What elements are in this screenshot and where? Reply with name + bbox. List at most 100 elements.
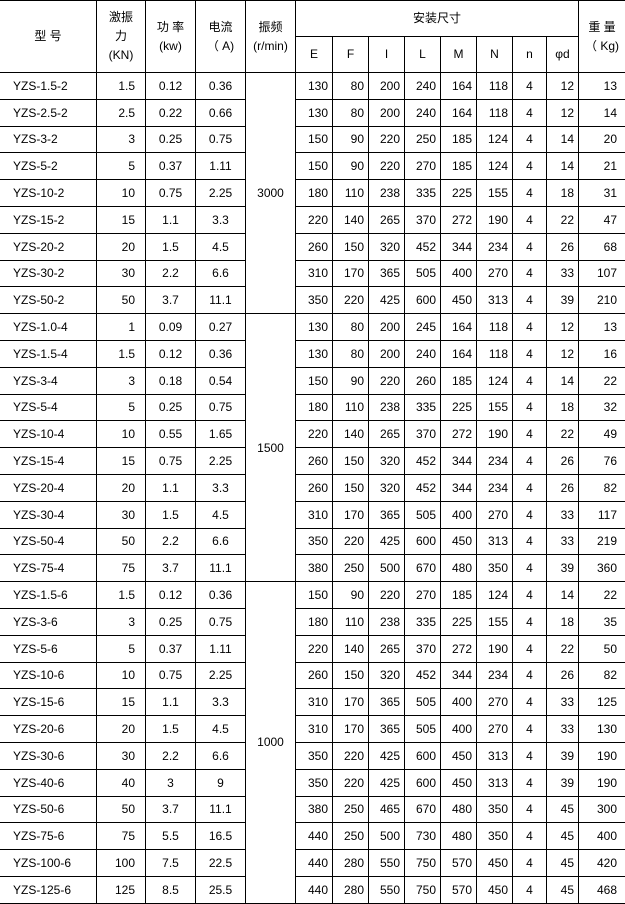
header-frequency-unit: (r/min) <box>253 38 288 53</box>
hole-diameter-cell: 18 <box>545 179 580 207</box>
force-cell: 5 <box>96 393 146 422</box>
dim-n-cell: 118 <box>476 313 513 341</box>
weight-cell: 400 <box>578 822 625 851</box>
dim-m-cell: 450 <box>440 741 477 770</box>
force-cell: 3 <box>96 607 146 636</box>
dim-n-cell: 118 <box>476 72 513 100</box>
dim-i-cell: 465 <box>368 795 405 824</box>
current-cell: 2.25 <box>195 179 246 207</box>
current-cell: 0.36 <box>195 581 246 609</box>
table-row: YZS-30-6 30 2.2 6.6 350 220 425 600 450 313 4 39 190 <box>0 741 625 770</box>
dim-f-cell: 80 <box>332 313 369 341</box>
current-cell: 0.75 <box>195 125 246 154</box>
table-row: YZS-125-6 125 8.5 25.5 440 280 550 750 570 450 4 45… <box>0 875 625 904</box>
table-row: YZS-5-6 5 0.37 1.11 220 140 265 370 272 190 4 22 50 <box>0 634 625 663</box>
hole-count-cell: 4 <box>512 98 547 127</box>
hole-diameter-cell: 33 <box>545 688 580 717</box>
current-cell: 9 <box>195 768 246 797</box>
weight-cell: 219 <box>578 527 625 556</box>
current-cell: 1.11 <box>195 152 246 181</box>
dim-l-cell: 600 <box>404 527 441 556</box>
current-cell: 6.6 <box>195 741 246 770</box>
dim-l-cell: 670 <box>404 554 441 583</box>
force-cell: 30 <box>96 741 146 770</box>
power-cell: 2.2 <box>145 741 196 770</box>
header-frequency: 振频 (r/min) <box>245 0 296 73</box>
dim-i-cell: 425 <box>368 527 405 556</box>
dim-e-cell: 260 <box>295 232 333 261</box>
hole-diameter-cell: 39 <box>545 286 580 315</box>
force-cell: 3 <box>96 125 146 154</box>
model-cell: YZS-3-4 <box>0 366 97 395</box>
dim-m-cell: 225 <box>440 393 477 422</box>
hole-diameter-cell: 14 <box>545 581 580 609</box>
power-cell: 0.37 <box>145 634 196 663</box>
dim-l-cell: 600 <box>404 286 441 315</box>
hole-count-cell: 4 <box>512 849 547 877</box>
model-cell: YZS-20-6 <box>0 715 97 743</box>
hole-count-cell: 4 <box>512 420 547 449</box>
weight-cell: 49 <box>578 420 625 449</box>
dim-f-cell: 220 <box>332 741 369 770</box>
force-cell: 1.5 <box>96 581 146 609</box>
dim-f-cell: 80 <box>332 339 369 368</box>
power-cell: 0.12 <box>145 72 196 100</box>
dim-e-cell: 180 <box>295 179 333 207</box>
weight-cell: 300 <box>578 795 625 824</box>
dim-i-cell: 425 <box>368 286 405 315</box>
dim-n-cell: 313 <box>476 741 513 770</box>
header-dim-i: I <box>368 36 405 73</box>
header-force-unit: (KN) <box>108 48 134 62</box>
model-cell: YZS-1.0-4 <box>0 313 97 341</box>
dim-l-cell: 240 <box>404 339 441 368</box>
header-force: 激振 力 (KN) <box>96 0 146 73</box>
hole-diameter-cell: 45 <box>545 849 580 877</box>
header-model-label: 型 号 <box>34 29 62 43</box>
dim-n-cell: 190 <box>476 634 513 663</box>
dim-l-cell: 670 <box>404 795 441 824</box>
dim-l-cell: 600 <box>404 741 441 770</box>
dim-e-cell: 380 <box>295 795 333 824</box>
dim-e-cell: 310 <box>295 259 333 288</box>
dim-f-cell: 90 <box>332 581 369 609</box>
hole-count-cell: 4 <box>512 313 547 341</box>
table-row: YZS-30-4 30 1.5 4.5 310 170 365 505 400 270 4 33 117 <box>0 500 625 529</box>
hole-count-cell: 4 <box>512 339 547 368</box>
dim-m-cell: 450 <box>440 286 477 315</box>
header-frequency-label: 振频 <box>258 19 283 34</box>
model-cell: YZS-10-6 <box>0 661 97 690</box>
power-cell: 0.25 <box>145 607 196 636</box>
force-cell: 1.5 <box>96 72 146 100</box>
table-body: YZS-1.5-2 1.5 0.12 0.36 3000 130 80 200 240 164 11… <box>0 71 625 904</box>
dim-n-cell: 118 <box>476 339 513 368</box>
header-power-label: 功 率 <box>156 19 185 34</box>
hole-diameter-cell: 45 <box>545 795 580 824</box>
hole-count-cell: 4 <box>512 661 547 690</box>
table-row: YZS-100-6 100 7.5 22.5 440 280 550 750 570 450 4 45… <box>0 849 625 877</box>
power-cell: 0.18 <box>145 366 196 395</box>
model-cell: YZS-20-2 <box>0 232 97 261</box>
weight-cell: 190 <box>578 768 625 797</box>
hole-diameter-cell: 18 <box>545 607 580 636</box>
dim-n-cell: 313 <box>476 286 513 315</box>
model-cell: YZS-10-2 <box>0 179 97 207</box>
dim-i-cell: 220 <box>368 366 405 395</box>
header-weight-label: 重 量 <box>588 19 616 34</box>
dim-l-cell: 240 <box>404 98 441 127</box>
current-cell: 0.66 <box>195 98 246 127</box>
model-cell: YZS-10-4 <box>0 420 97 449</box>
table-row: YZS-50-4 50 2.2 6.6 350 220 425 600 450 313 4 33 219 <box>0 527 625 556</box>
hole-count-cell: 4 <box>512 393 547 422</box>
force-cell: 5 <box>96 634 146 663</box>
force-cell: 20 <box>96 715 146 743</box>
dim-e-cell: 130 <box>295 98 333 127</box>
dim-i-cell: 365 <box>368 688 405 717</box>
header-current-label: 电流 <box>208 19 233 34</box>
hole-count-cell: 4 <box>512 259 547 288</box>
power-cell: 2.2 <box>145 259 196 288</box>
power-cell: 0.75 <box>145 179 196 207</box>
force-cell: 10 <box>96 420 146 449</box>
force-cell: 50 <box>96 795 146 824</box>
weight-cell: 125 <box>578 688 625 717</box>
dim-m-cell: 225 <box>440 607 477 636</box>
